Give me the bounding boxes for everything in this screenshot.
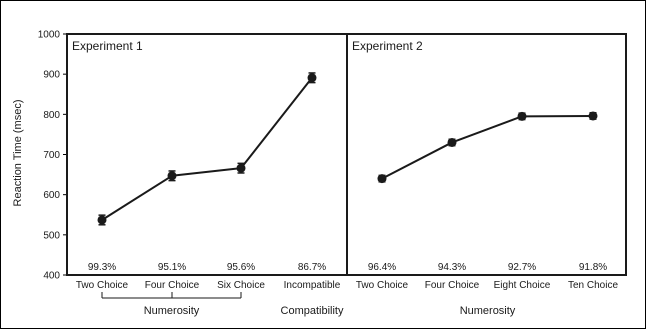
y-axis: 400 500 600 700 800 900 1000 xyxy=(38,30,67,282)
group-label: Compatibility xyxy=(281,305,344,317)
category-label: Four Choice xyxy=(145,280,200,291)
data-point xyxy=(447,137,457,147)
y-tick-label: 700 xyxy=(43,150,60,161)
y-tick-label: 500 xyxy=(43,230,60,241)
category-label: Eight Choice xyxy=(494,280,551,291)
accuracy-label: 95.6% xyxy=(227,262,255,273)
panel-border xyxy=(66,33,348,276)
accuracy-label: 86.7% xyxy=(298,262,326,273)
experiment-2-panel: Experiment 2 96.4% 94.3% 92.7% 91.8% Two Choi… xyxy=(346,33,627,317)
group-label: Numerosity xyxy=(144,305,200,317)
category-label: Four Choice xyxy=(425,280,480,291)
data-point xyxy=(97,215,107,225)
data-point xyxy=(167,171,177,181)
accuracy-label: 99.3% xyxy=(88,262,116,273)
accuracy-label: 92.7% xyxy=(508,262,536,273)
experiment-1-panel: Experiment 1 99.3% 95.1% 95.6% 86.7% Two Choi… xyxy=(66,33,348,317)
category-label: Incompatible xyxy=(284,280,341,291)
series-line-segment xyxy=(240,77,313,169)
data-point xyxy=(588,111,598,121)
panel-title: Experiment 1 xyxy=(72,39,143,53)
category-label: Six Choice xyxy=(217,280,265,291)
data-point xyxy=(517,111,527,121)
panel-border xyxy=(346,33,627,276)
accuracy-label: 91.8% xyxy=(579,262,607,273)
y-tick-label: 600 xyxy=(43,190,60,201)
series-line-segment xyxy=(101,174,173,221)
data-point xyxy=(307,73,317,83)
panel-title: Experiment 2 xyxy=(352,39,423,53)
y-tick-label: 800 xyxy=(43,110,60,121)
accuracy-label: 95.1% xyxy=(158,262,186,273)
y-tick-label: 900 xyxy=(43,70,60,81)
y-tick-label: 400 xyxy=(43,271,60,282)
category-label: Two Choice xyxy=(76,280,129,291)
series-line-segment xyxy=(381,141,453,180)
accuracy-label: 96.4% xyxy=(368,262,396,273)
category-label: Ten Choice xyxy=(568,280,618,291)
series-line-segment xyxy=(451,115,523,144)
data-point xyxy=(377,174,387,184)
y-axis-label: Reaction Time (msec) xyxy=(12,100,24,207)
category-label: Two Choice xyxy=(356,280,409,291)
y-tick-label: 1000 xyxy=(38,30,61,41)
group-label: Numerosity xyxy=(460,305,516,317)
accuracy-label: 94.3% xyxy=(438,262,466,273)
series-line-segment xyxy=(171,167,242,177)
data-point xyxy=(236,163,246,173)
